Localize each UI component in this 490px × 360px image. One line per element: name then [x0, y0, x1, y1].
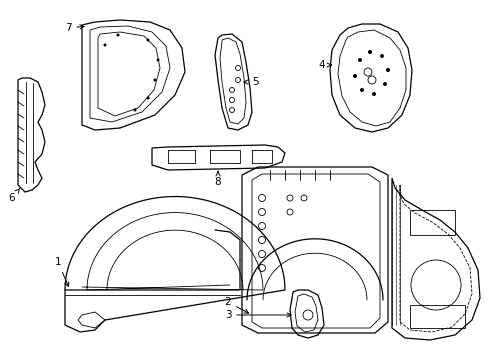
Text: 8: 8: [215, 171, 221, 187]
Circle shape: [353, 74, 357, 78]
Circle shape: [156, 59, 160, 62]
Circle shape: [372, 92, 376, 96]
Text: 1: 1: [55, 257, 69, 287]
Text: 6: 6: [9, 188, 20, 203]
Circle shape: [133, 108, 137, 112]
Text: 7: 7: [65, 23, 84, 33]
Text: 4: 4: [318, 60, 331, 70]
Circle shape: [147, 96, 149, 99]
Circle shape: [117, 33, 120, 36]
Circle shape: [386, 68, 390, 72]
Text: 3: 3: [225, 310, 291, 320]
Circle shape: [360, 88, 364, 92]
Circle shape: [103, 44, 106, 46]
Text: 2: 2: [225, 297, 248, 313]
Circle shape: [153, 78, 156, 81]
Circle shape: [383, 82, 387, 86]
Text: 5: 5: [244, 77, 258, 87]
Circle shape: [147, 39, 149, 41]
Circle shape: [380, 54, 384, 58]
Circle shape: [368, 50, 372, 54]
Circle shape: [358, 58, 362, 62]
